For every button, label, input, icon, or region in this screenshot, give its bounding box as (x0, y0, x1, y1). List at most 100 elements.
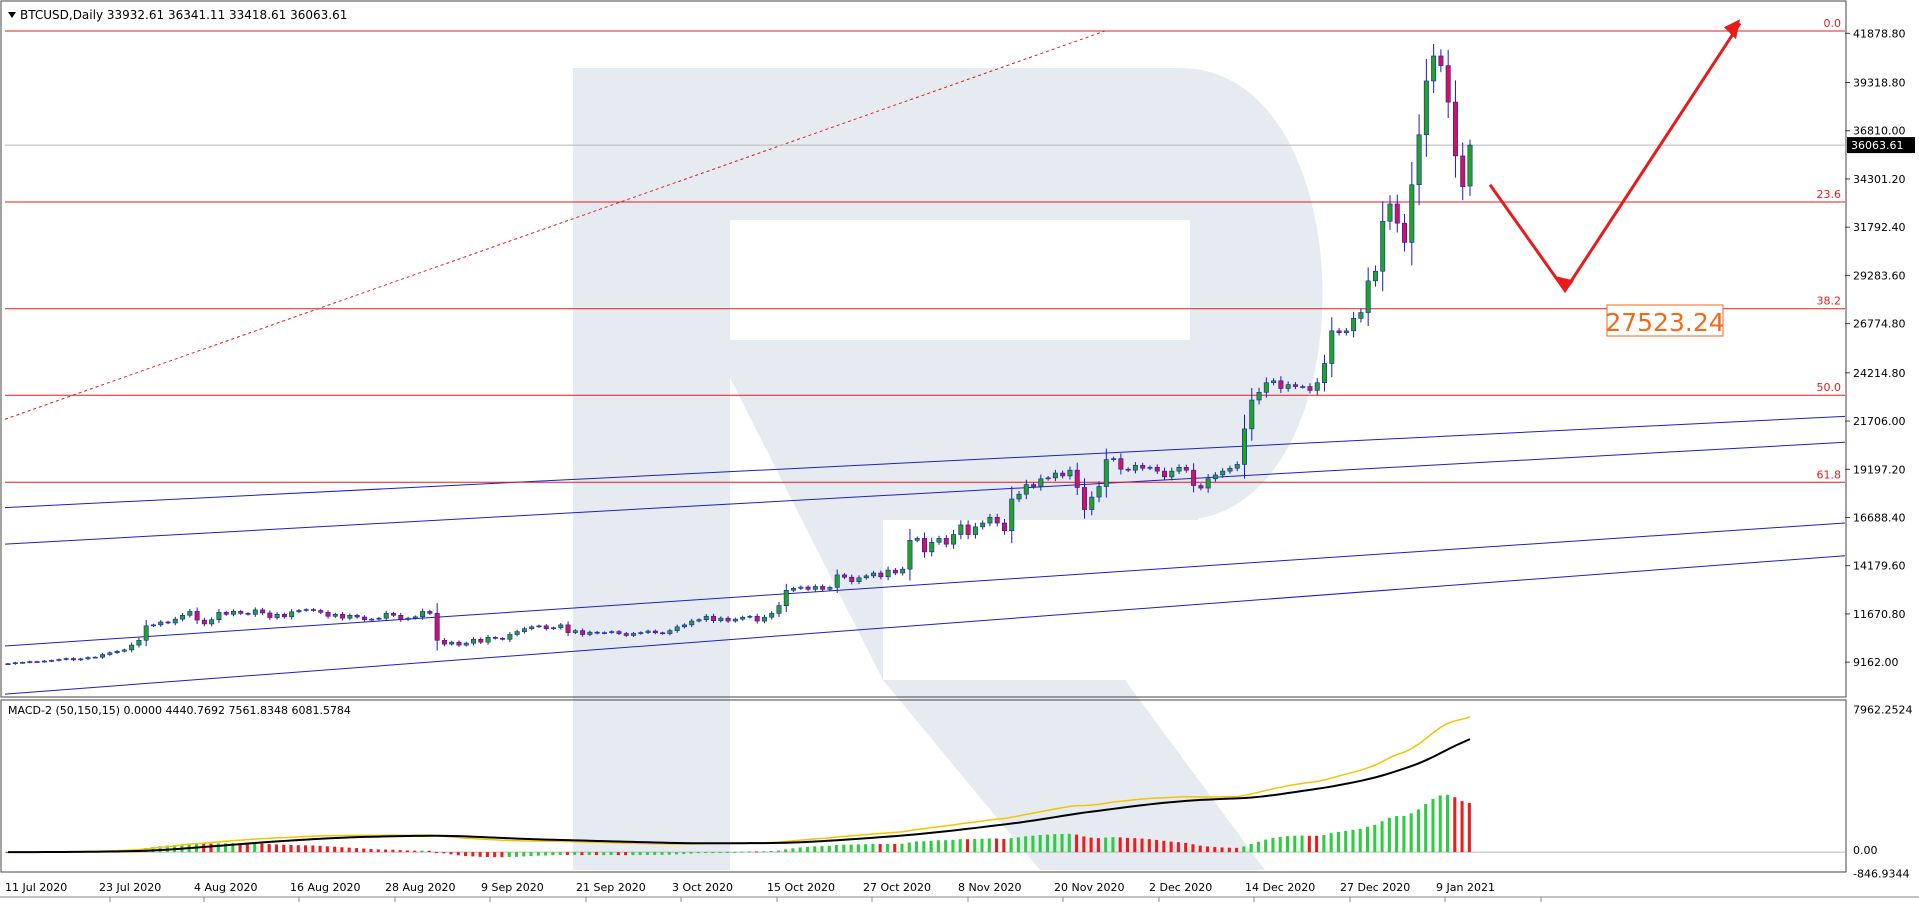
price-tick-label: 29283.60 (1853, 269, 1906, 282)
macd-histogram-bar (1075, 834, 1079, 853)
macd-histogram-bar (1300, 835, 1304, 853)
macd-histogram-bar (391, 849, 395, 853)
candle-body (136, 639, 142, 646)
macd-header-text: MACD-2 (50,150,15) 0.0000 4440.7692 7561… (8, 704, 351, 717)
candle-body (754, 615, 760, 622)
macd-histogram-bar (282, 844, 286, 853)
candle-body (689, 620, 695, 626)
candle-body (1292, 384, 1298, 387)
candle-body (49, 660, 55, 662)
candle-body (340, 614, 346, 619)
fib-label-38-2: 38.2 (1817, 295, 1842, 308)
candle-body (456, 641, 462, 646)
macd-histogram-bar (362, 848, 366, 853)
candle-body (827, 587, 833, 590)
candle-body (951, 534, 957, 545)
macd-histogram-bar (1184, 842, 1188, 853)
candle-body (878, 572, 884, 578)
macd-histogram-bar (776, 850, 780, 853)
macd-histogram-bar (1067, 833, 1071, 853)
macd-histogram-bar (1315, 835, 1319, 853)
candle-body (921, 538, 927, 553)
dropdown-triangle-icon[interactable] (8, 12, 16, 18)
candle-body (856, 577, 862, 582)
macd-histogram-bar (340, 847, 344, 853)
macd-histogram-bar (1205, 846, 1210, 853)
candle-body (1096, 486, 1102, 498)
candle-body (361, 616, 367, 620)
macd-histogram-bar (1438, 795, 1442, 853)
fibonacci-levels: 0.0 23.6 38.2 50.0 61.8 (4, 17, 1845, 483)
time-axis-label: 14 Dec 2020 (1245, 881, 1315, 894)
candle-body (1271, 380, 1277, 384)
candle-body (1162, 470, 1167, 478)
macd-histogram-bar (1278, 836, 1282, 853)
candle-body (1074, 469, 1080, 488)
time-axis-label: 4 Aug 2020 (194, 881, 257, 894)
macd-histogram-bar (885, 843, 889, 853)
candle-body (863, 575, 869, 579)
macd-histogram-bar (805, 846, 809, 853)
macd-histogram-bar (1285, 836, 1290, 853)
candle-body (1060, 472, 1066, 477)
macd-histogram-bar (965, 839, 969, 853)
candle-body (1052, 472, 1058, 479)
macd-histogram-bar (1336, 831, 1340, 853)
candle-body (521, 628, 527, 632)
macd-histogram-bar (1213, 847, 1217, 853)
macd-histogram-bar (587, 852, 591, 856)
candle-body (63, 658, 69, 660)
macd-histogram-bar (1002, 839, 1006, 853)
candle-body (660, 632, 666, 635)
candle-body (194, 611, 200, 621)
fib-label-23-6: 23.6 (1817, 188, 1842, 201)
candle-body (1380, 220, 1386, 272)
candle-body (158, 621, 164, 626)
candle-body (391, 613, 396, 616)
price-tick-label: 36810.00 (1853, 125, 1906, 138)
candle-body (150, 624, 156, 627)
price-tick-label: 14179.60 (1853, 560, 1906, 573)
macd-histogram-bar (1053, 834, 1057, 853)
forecast-arrows (1488, 19, 1742, 294)
macd-histogram-bar (1242, 846, 1246, 853)
macd-histogram-bar (1060, 834, 1064, 853)
time-axis-label: 21 Sep 2020 (576, 881, 646, 894)
candle-body (92, 656, 98, 659)
macd-histogram-bar (1227, 847, 1231, 853)
macd-histogram-bar (413, 850, 417, 853)
time-axis-label: 11 Jul 2020 (5, 881, 67, 894)
macd-histogram-bar (231, 843, 235, 853)
macd-histogram-bar (835, 845, 839, 853)
macd-histogram-bar (755, 851, 759, 853)
macd-histogram-bar (864, 844, 868, 853)
macd-histogram-bar (5, 852, 9, 854)
candle-body (1256, 392, 1262, 401)
macd-histogram-bar (915, 841, 919, 853)
macd-histogram-bar (216, 843, 220, 853)
macd-histogram-bar (1089, 837, 1093, 853)
candle-body (783, 589, 789, 606)
macd-histogram-bar (609, 852, 613, 856)
macd-histogram-bar (682, 852, 686, 855)
macd-histogram-bar (980, 838, 984, 853)
symbol-header[interactable]: BTCUSD,Daily 33932.61 36341.11 33418.61 … (8, 8, 347, 22)
macd-histogram-bar (398, 850, 402, 853)
macd-histogram-bar (1133, 838, 1137, 853)
candle-body (1205, 478, 1211, 489)
macd-histogram-bar (1416, 809, 1420, 853)
candle-body (1002, 522, 1007, 532)
candle-body (616, 631, 622, 634)
candle-body (1402, 222, 1408, 243)
price-tick-label: 21706.00 (1853, 415, 1906, 428)
candle-body (732, 618, 738, 622)
target-price-box: 27523.24 (1605, 304, 1725, 337)
macd-histogram-bar (376, 849, 380, 853)
candle-body (594, 631, 600, 634)
macd-histogram-bar (1453, 797, 1457, 853)
macd-histogram-bar (434, 852, 439, 854)
candle-body (1329, 330, 1335, 364)
macd-histogram-bar (638, 852, 642, 856)
